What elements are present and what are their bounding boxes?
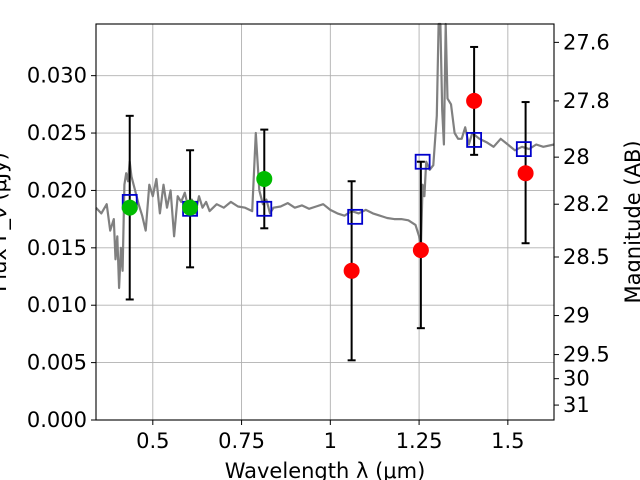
x-tick-label: 1.5 [491,429,524,453]
model-photometry-square [256,200,273,217]
model-photometry-square [515,141,532,158]
spectrum-line [95,22,555,290]
marker-layer [121,92,534,279]
model-photometry-square [414,153,431,170]
right-axis-label: Magnitude (AB) [621,140,640,303]
green-data-point [256,170,273,187]
right-tick-label: 31 [563,393,590,417]
y-axis-label: Flux F_ν (μJy) [0,152,12,292]
green-data-point [182,199,199,216]
y-tick-label: 0.000 [27,408,87,432]
plot-frame [95,23,555,421]
y-tick-label: 0.015 [27,236,87,260]
y-tick-label: 0.025 [27,121,87,145]
model-photometry-square [347,208,364,225]
right-tick-label: 28.2 [563,192,610,216]
x-axis-label: Wavelength λ (μm) [225,459,426,480]
y-tick-label: 0.010 [27,293,87,317]
right-tick-label: 29 [563,304,590,328]
right-tick-label: 27.6 [563,30,610,54]
right-tick-label: 27.8 [563,89,610,113]
red-data-point [466,92,483,109]
x-tick-label: 1.25 [396,429,443,453]
right-tick-label: 28.5 [563,245,610,269]
right-tick-label: 30 [563,367,590,391]
red-data-point [412,242,429,259]
right-tick-label: 29.5 [563,343,610,367]
model-photometry-square [466,132,483,148]
spectrum-layer [95,22,555,290]
x-tick-label: 1 [324,429,337,453]
red-data-point [343,262,360,279]
y-axis-ticks: 0.000 0.005 0.010 0.015 0.020 0.025 0.030 [27,64,96,432]
y-tick-label: 0.005 [27,351,87,375]
green-data-point [121,199,138,216]
x-axis-ticks: 0.5 0.75 1 1.25 1.5 [136,420,525,453]
x-tick-label: 0.5 [136,429,169,453]
x-tick-label: 0.75 [218,429,265,453]
right-tick-label: 28 [563,145,590,169]
y-tick-label: 0.020 [27,178,87,202]
red-data-point [517,165,534,182]
y-tick-label: 0.030 [27,64,87,88]
